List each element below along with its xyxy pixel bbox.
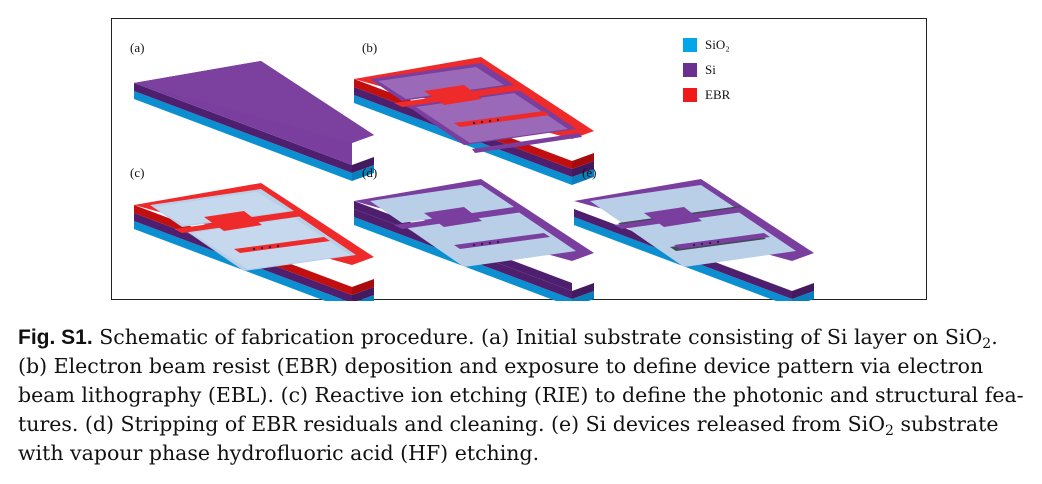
schematic-figure: (a) (b) (c) (d) (e) SiO₂ Si EBR <box>111 18 927 301</box>
legend-swatch-sio2 <box>683 38 697 52</box>
legend-swatch-ebr <box>683 88 697 102</box>
panel-label-e: (e) <box>582 165 596 180</box>
caption-subscript-1: 2 <box>982 336 992 352</box>
figure-drawing: (a) (b) (c) (d) (e) SiO₂ Si EBR <box>130 37 814 301</box>
panel-label-a: (a) <box>130 40 144 55</box>
caption-text-1: Schematic of fabrication procedure. (a) … <box>92 325 983 349</box>
panel-b-diagram <box>354 57 594 185</box>
figure-caption: Fig. S1. Schematic of fabrication proced… <box>18 323 1026 468</box>
legend-swatch-si <box>683 63 697 77</box>
panel-label-d: (d) <box>362 165 377 180</box>
caption-text-2: . (b) Electron beam resist (EBR) deposit… <box>18 325 1024 436</box>
caption-subscript-2: 2 <box>885 423 894 439</box>
figure-label: Fig. S1. <box>18 326 93 349</box>
panel-label-b: (b) <box>362 40 377 55</box>
legend-label-sio2: SiO₂ <box>705 37 730 52</box>
panel-e-diagram <box>574 179 814 301</box>
legend-label-ebr: EBR <box>705 87 731 102</box>
panel-a-diagram <box>134 61 374 181</box>
legend: SiO₂ Si EBR <box>683 37 731 102</box>
legend-label-si: Si <box>705 62 716 77</box>
caption-text-3: substrate with vapour phase hydrofluoric… <box>18 412 999 465</box>
panel-c-diagram <box>134 183 374 301</box>
panel-d-diagram <box>354 179 594 301</box>
panel-label-c: (c) <box>130 165 144 180</box>
